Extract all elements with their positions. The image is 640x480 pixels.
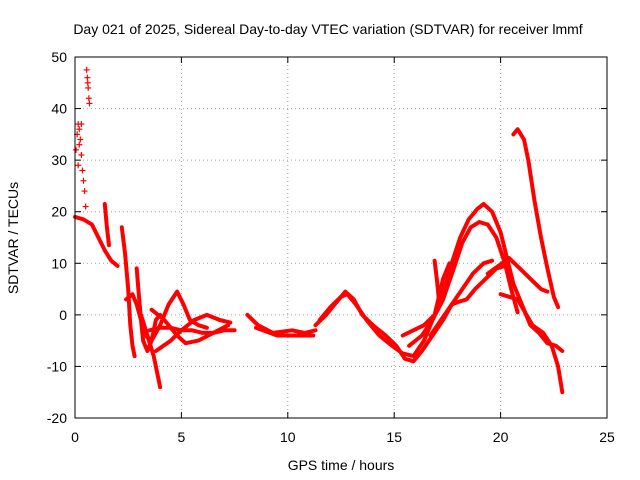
- series-track-f: [139, 312, 163, 390]
- series-track-p: [428, 258, 495, 338]
- series-track-t: [432, 258, 441, 302]
- x-tick-label: 5: [178, 429, 186, 445]
- plus-marker: [78, 151, 85, 158]
- plus-marker: [86, 100, 93, 107]
- series-track-i: [153, 312, 233, 353]
- y-tick-label: -20: [47, 410, 67, 426]
- series-track-h: [149, 307, 231, 346]
- data-series: [73, 66, 565, 395]
- x-tick-label: 15: [386, 429, 402, 445]
- x-tick-label: 25: [599, 429, 615, 445]
- series-track-r: [511, 127, 561, 310]
- plus-marker: [76, 126, 83, 133]
- plus-marker: [73, 146, 80, 153]
- y-tick-label: 30: [51, 152, 67, 168]
- plus-marker: [85, 84, 92, 91]
- plus-marker: [83, 66, 90, 73]
- series-track-b: [102, 202, 111, 248]
- plus-marker: [79, 167, 86, 174]
- plus-marker: [78, 121, 85, 128]
- series-track-e: [134, 266, 163, 353]
- y-tick-label: -10: [47, 358, 67, 374]
- series-track-d: [124, 289, 209, 343]
- plus-marker: [81, 188, 88, 195]
- plus-marker: [84, 74, 91, 81]
- series-track-j: [245, 312, 318, 335]
- y-tick-label: 0: [59, 307, 67, 323]
- series-track-k: [253, 325, 316, 338]
- plus-marker: [75, 162, 82, 169]
- plus-marker: [82, 203, 89, 210]
- y-tick-label: 40: [51, 101, 67, 117]
- series-track-c: [119, 225, 137, 359]
- series-track-q: [485, 256, 550, 294]
- plus-marker: [85, 95, 92, 102]
- x-tick-label: 10: [280, 429, 296, 445]
- plot-frame: [74, 56, 608, 419]
- y-tick-label: 50: [51, 49, 67, 65]
- y-axis-label: SDTVAR / TECUs: [5, 182, 21, 294]
- y-tick-label: 20: [51, 204, 67, 220]
- chart-title: Day 021 of 2025, Sidereal Day-to-day VTE…: [73, 21, 582, 37]
- series-track-s: [498, 292, 565, 395]
- x-axis-label: GPS time / hours: [288, 457, 395, 473]
- y-tick-label: 10: [51, 255, 67, 271]
- plus-marker: [84, 79, 91, 86]
- plus-marker: [77, 136, 84, 143]
- series-track-a: [73, 214, 120, 268]
- axis-ticks: 0 5 10 15 20 25 -20 -10 0 10 20 30 40 50: [47, 49, 615, 445]
- plus-marker: [80, 177, 87, 184]
- plus-marker: [76, 141, 83, 148]
- x-tick-label: 20: [493, 429, 509, 445]
- x-tick-label: 0: [71, 429, 79, 445]
